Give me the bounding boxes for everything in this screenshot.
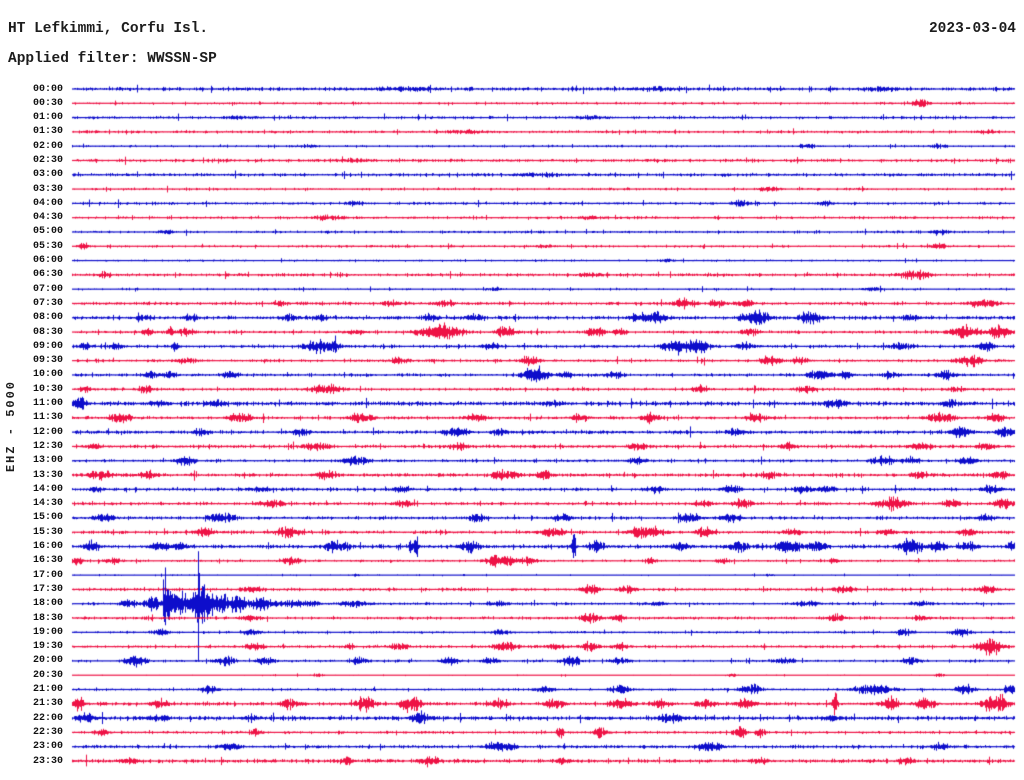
time-label: 03:00 [32, 169, 63, 181]
time-label: 23:30 [32, 755, 63, 767]
time-label: 08:30 [32, 326, 63, 338]
time-label: 21:30 [32, 698, 63, 710]
time-label: 10:00 [32, 369, 63, 381]
time-label: 19:30 [32, 641, 63, 653]
time-label: 06:30 [32, 269, 63, 281]
time-label: 01:30 [32, 126, 63, 138]
time-label: 06:00 [32, 255, 63, 267]
time-label: 13:00 [32, 455, 63, 467]
time-label: 11:30 [32, 412, 63, 424]
time-label: 02:00 [32, 140, 63, 152]
time-label: 22:00 [32, 712, 63, 724]
filter-label: Applied filter: WWSSN-SP [8, 51, 217, 67]
time-label: 12:30 [32, 440, 63, 452]
record-date: 2023-03-04 [928, 21, 1016, 37]
time-label: 01:00 [32, 112, 63, 124]
time-label: 12:00 [32, 426, 63, 438]
time-label: 16:30 [32, 555, 63, 567]
time-label: 21:00 [32, 684, 63, 696]
time-label: 09:00 [32, 340, 63, 352]
time-label: 17:00 [32, 569, 63, 581]
time-label: 05:00 [32, 226, 63, 238]
time-label: 08:00 [32, 312, 63, 324]
time-label: 18:30 [32, 612, 63, 624]
time-label: 00:00 [32, 83, 63, 95]
time-label: 09:30 [32, 355, 63, 367]
time-label: 22:30 [32, 726, 63, 738]
time-label: 20:30 [32, 669, 63, 681]
time-label: 04:30 [32, 212, 63, 224]
time-label: 00:30 [32, 97, 63, 109]
time-label: 03:30 [32, 183, 63, 195]
time-label: 11:00 [32, 398, 63, 410]
time-label: 13:30 [32, 469, 63, 481]
time-label: 14:00 [32, 483, 63, 495]
time-label: 15:00 [32, 512, 63, 524]
time-label: 14:30 [32, 498, 63, 510]
time-label: 05:30 [32, 240, 63, 252]
time-label: 16:00 [32, 541, 63, 553]
time-label: 04:00 [32, 197, 63, 209]
time-label: 10:30 [32, 383, 63, 395]
time-label: 23:00 [32, 741, 63, 753]
time-label: 20:00 [32, 655, 63, 667]
time-label: 19:00 [32, 626, 63, 638]
time-label: 07:00 [32, 283, 63, 295]
time-label: 02:30 [32, 154, 63, 166]
time-label: 07:30 [32, 297, 63, 309]
station-title: HT Lefkimmi, Corfu Isl. [8, 21, 209, 37]
time-label: 17:30 [32, 583, 63, 595]
time-label: 15:30 [32, 526, 63, 538]
time-label: 18:00 [32, 598, 63, 610]
